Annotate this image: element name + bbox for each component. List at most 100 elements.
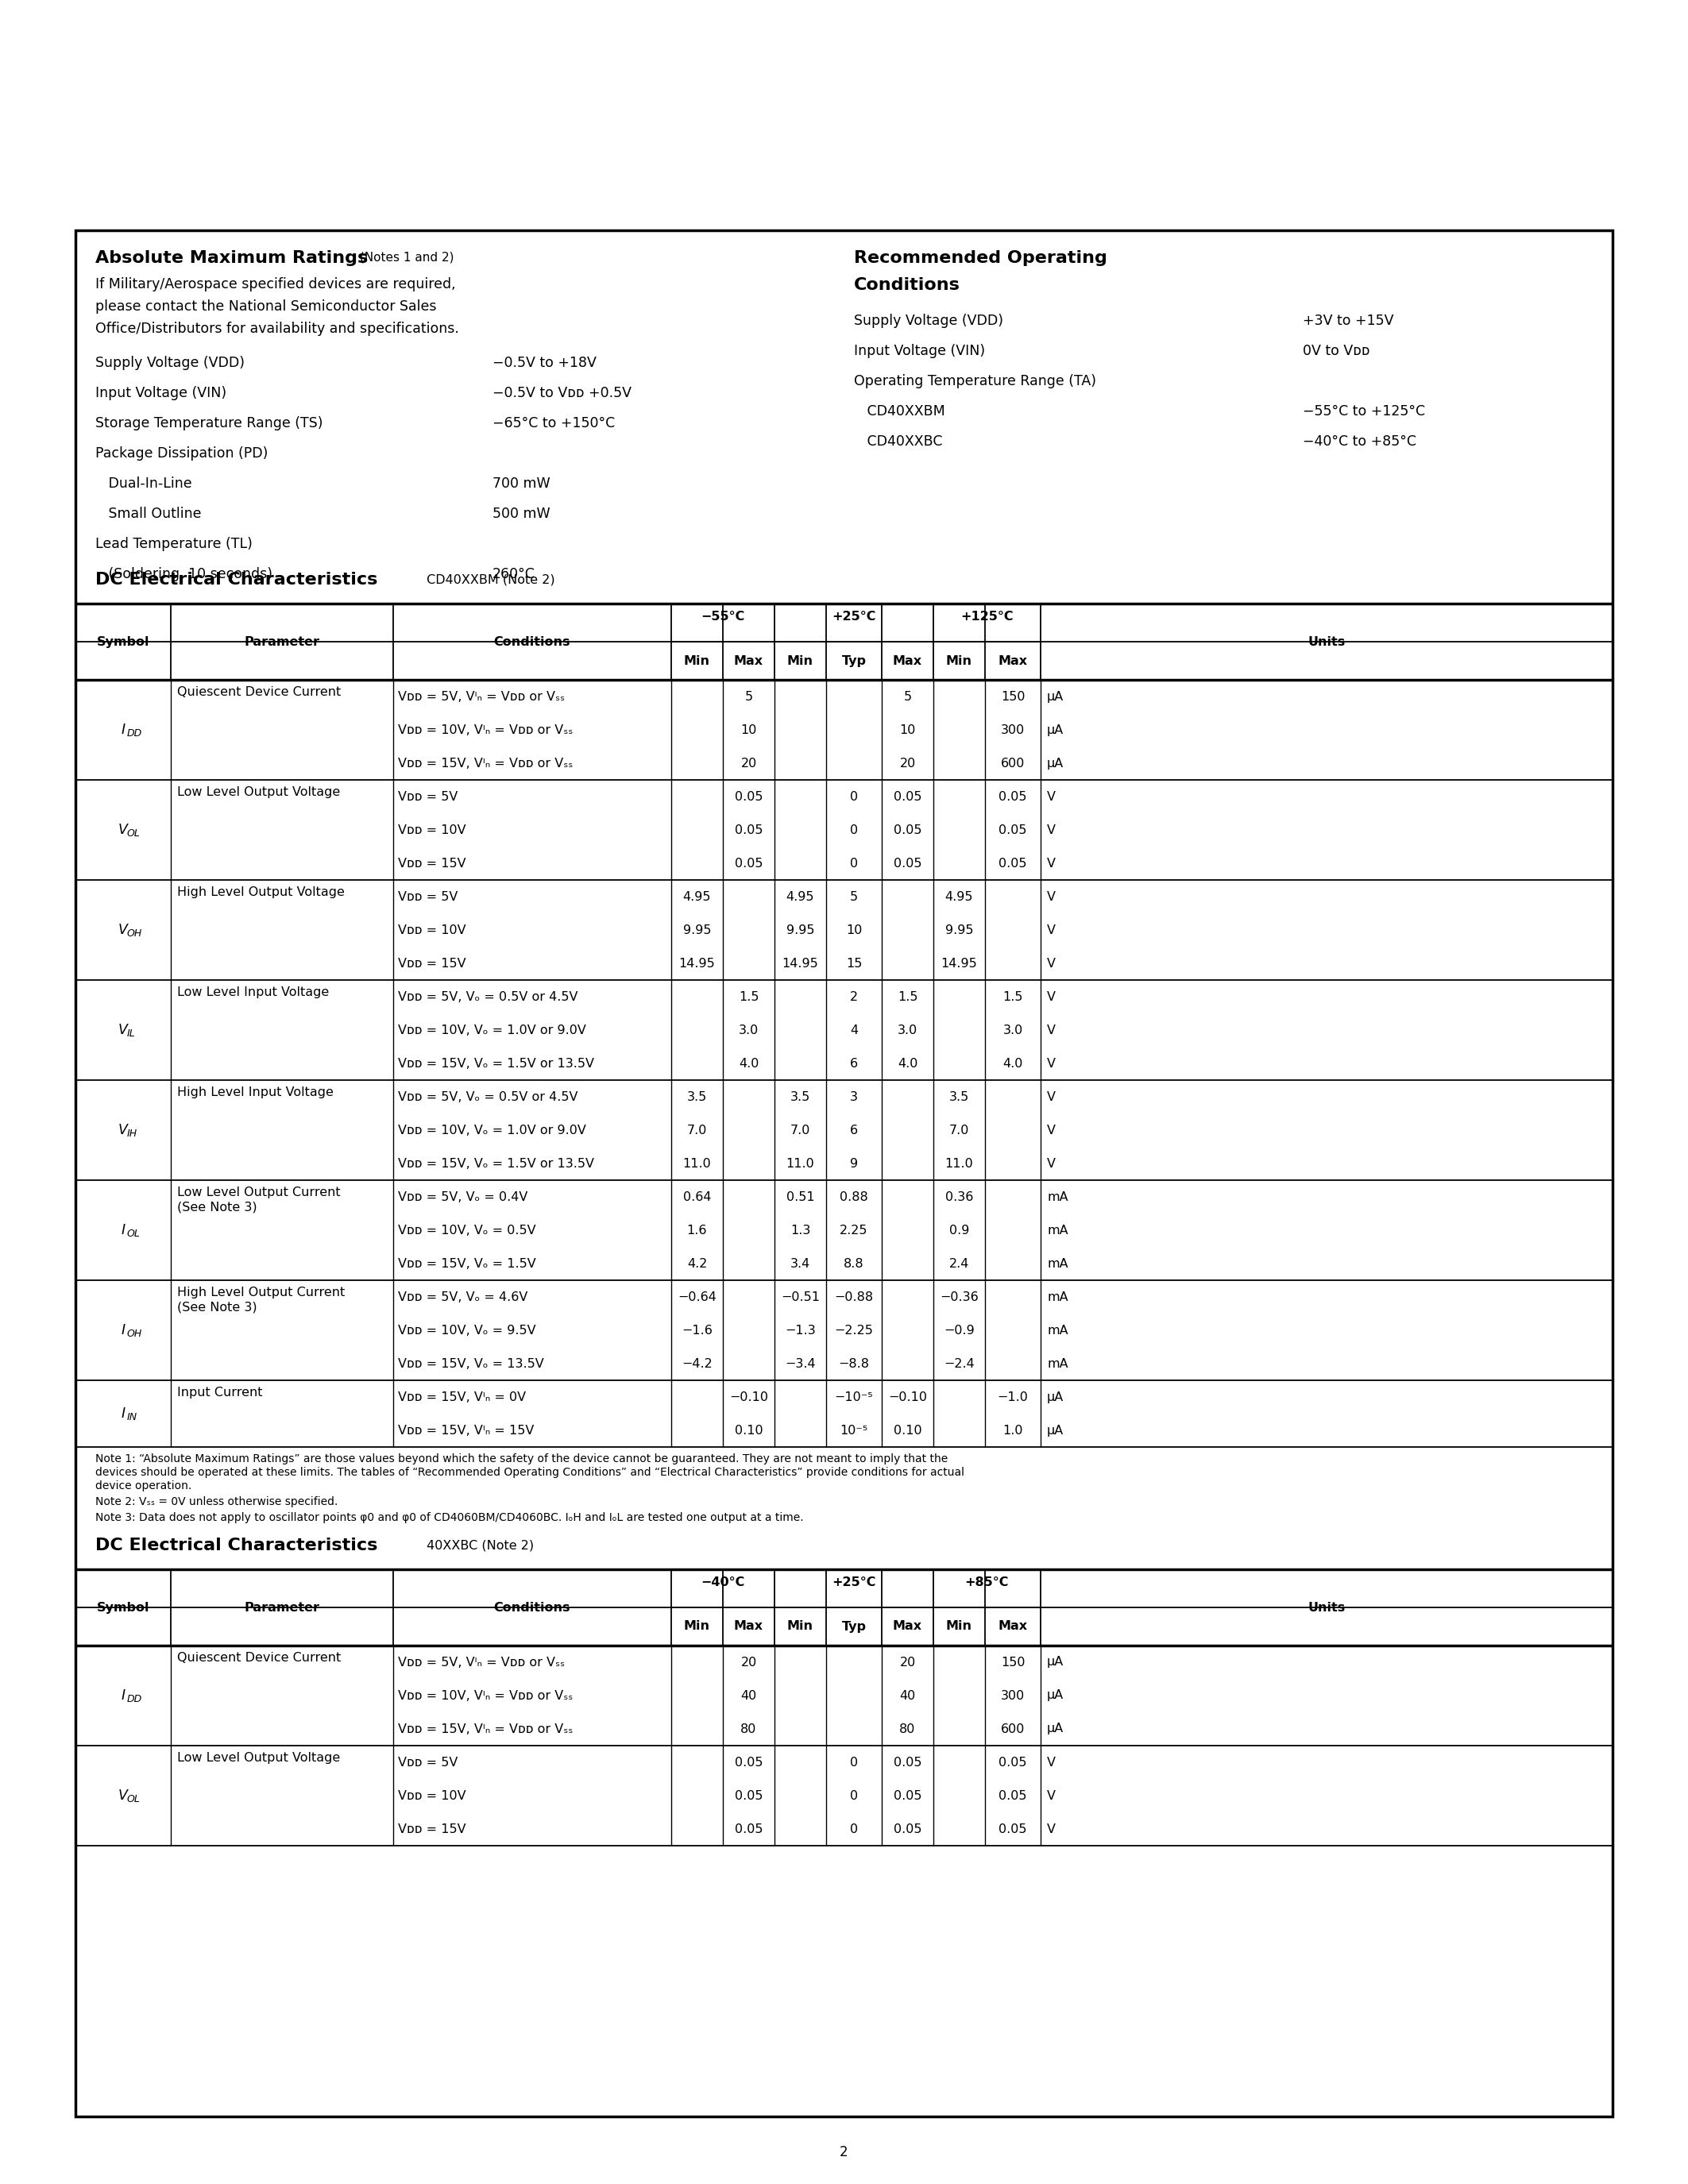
Text: (See Note 3): (See Note 3) bbox=[177, 1302, 257, 1313]
Text: I: I bbox=[122, 1406, 125, 1422]
Text: 300: 300 bbox=[1001, 1690, 1025, 1701]
Text: 10⁻⁵: 10⁻⁵ bbox=[841, 1424, 868, 1437]
Text: 4.2: 4.2 bbox=[687, 1258, 707, 1269]
Text: V: V bbox=[1047, 791, 1055, 802]
Text: 0.64: 0.64 bbox=[684, 1190, 711, 1203]
Text: Vᴅᴅ = 10V: Vᴅᴅ = 10V bbox=[398, 823, 466, 836]
Text: Typ: Typ bbox=[842, 1621, 866, 1631]
Text: mA: mA bbox=[1047, 1190, 1069, 1203]
Text: −55°C: −55°C bbox=[701, 609, 744, 622]
Text: +3V to +15V: +3V to +15V bbox=[1303, 314, 1394, 328]
Text: Vᴅᴅ = 10V, Vᴵₙ = Vᴅᴅ or Vₛₛ: Vᴅᴅ = 10V, Vᴵₙ = Vᴅᴅ or Vₛₛ bbox=[398, 723, 572, 736]
Text: 40: 40 bbox=[900, 1690, 915, 1701]
Text: 0.05: 0.05 bbox=[734, 823, 763, 836]
Text: Min: Min bbox=[945, 1621, 972, 1631]
Text: Vᴅᴅ = 5V, Vₒ = 0.5V or 4.5V: Vᴅᴅ = 5V, Vₒ = 0.5V or 4.5V bbox=[398, 992, 577, 1002]
Text: 0.05: 0.05 bbox=[734, 791, 763, 802]
Text: 4: 4 bbox=[851, 1024, 858, 1035]
Text: V: V bbox=[118, 1123, 128, 1138]
Text: 0.05: 0.05 bbox=[999, 1789, 1026, 1802]
Text: please contact the National Semiconductor Sales: please contact the National Semiconducto… bbox=[95, 299, 437, 314]
Text: +25°C: +25°C bbox=[832, 609, 876, 622]
Text: Vᴅᴅ = 15V, Vₒ = 1.5V or 13.5V: Vᴅᴅ = 15V, Vₒ = 1.5V or 13.5V bbox=[398, 1057, 594, 1070]
Text: 600: 600 bbox=[1001, 1723, 1025, 1734]
Text: V: V bbox=[1047, 1090, 1055, 1103]
Text: 0.05: 0.05 bbox=[893, 1824, 922, 1835]
Text: 6: 6 bbox=[851, 1057, 858, 1070]
Text: DD: DD bbox=[127, 727, 142, 738]
Text: 0.05: 0.05 bbox=[893, 1756, 922, 1769]
Text: Operating Temperature Range (TA): Operating Temperature Range (TA) bbox=[854, 373, 1096, 389]
Text: 700 mW: 700 mW bbox=[493, 476, 550, 491]
Text: 11.0: 11.0 bbox=[945, 1158, 974, 1168]
Text: Max: Max bbox=[893, 1621, 922, 1631]
Text: −0.5V to +18V: −0.5V to +18V bbox=[493, 356, 596, 369]
Text: 5: 5 bbox=[903, 690, 912, 703]
Text: 0.05: 0.05 bbox=[734, 1824, 763, 1835]
Text: Vᴅᴅ = 15V, Vᴵₙ = Vᴅᴅ or Vₛₛ: Vᴅᴅ = 15V, Vᴵₙ = Vᴅᴅ or Vₛₛ bbox=[398, 758, 572, 769]
Text: −55°C to +125°C: −55°C to +125°C bbox=[1303, 404, 1425, 419]
Text: V: V bbox=[1047, 891, 1055, 902]
Text: Storage Temperature Range (TS): Storage Temperature Range (TS) bbox=[95, 417, 322, 430]
Text: μA: μA bbox=[1047, 690, 1063, 703]
Text: DC Electrical Characteristics: DC Electrical Characteristics bbox=[95, 1538, 378, 1553]
Text: 0.05: 0.05 bbox=[893, 791, 922, 802]
Text: 4.95: 4.95 bbox=[945, 891, 974, 902]
Text: Vᴅᴅ = 5V, Vₒ = 4.6V: Vᴅᴅ = 5V, Vₒ = 4.6V bbox=[398, 1291, 528, 1304]
Text: Vᴅᴅ = 5V: Vᴅᴅ = 5V bbox=[398, 1756, 457, 1769]
Text: device operation.: device operation. bbox=[95, 1481, 192, 1492]
Text: IH: IH bbox=[127, 1129, 137, 1138]
Text: Min: Min bbox=[945, 655, 972, 666]
Text: Conditions: Conditions bbox=[495, 636, 571, 649]
Text: V: V bbox=[1047, 1789, 1055, 1802]
Text: μA: μA bbox=[1047, 1424, 1063, 1437]
Text: 4.95: 4.95 bbox=[787, 891, 814, 902]
Text: Vᴅᴅ = 15V, Vᴵₙ = 0V: Vᴅᴅ = 15V, Vᴵₙ = 0V bbox=[398, 1391, 527, 1402]
Text: 0V to Vᴅᴅ: 0V to Vᴅᴅ bbox=[1303, 343, 1371, 358]
Text: If Military/Aerospace specified devices are required,: If Military/Aerospace specified devices … bbox=[95, 277, 456, 290]
Text: 1.5: 1.5 bbox=[739, 992, 760, 1002]
Text: Input Voltage (VIN): Input Voltage (VIN) bbox=[95, 387, 226, 400]
Text: Units: Units bbox=[1308, 1601, 1345, 1614]
Text: 0.10: 0.10 bbox=[893, 1424, 922, 1437]
Text: devices should be operated at these limits. The tables of “Recommended Operating: devices should be operated at these limi… bbox=[95, 1468, 964, 1479]
Text: OL: OL bbox=[127, 828, 140, 839]
Text: High Level Input Voltage: High Level Input Voltage bbox=[177, 1085, 334, 1099]
Text: Min: Min bbox=[684, 655, 711, 666]
Text: Symbol: Symbol bbox=[96, 636, 150, 649]
Text: 0.05: 0.05 bbox=[893, 823, 922, 836]
Text: 4.0: 4.0 bbox=[1003, 1057, 1023, 1070]
Text: CD40XXBM: CD40XXBM bbox=[854, 404, 945, 419]
Text: −0.64: −0.64 bbox=[677, 1291, 716, 1304]
Text: Lead Temperature (TL): Lead Temperature (TL) bbox=[95, 537, 253, 550]
Bar bbox=[76, 229, 1612, 2116]
Text: Min: Min bbox=[787, 1621, 814, 1631]
Text: −8.8: −8.8 bbox=[839, 1358, 869, 1369]
Text: Vᴅᴅ = 15V: Vᴅᴅ = 15V bbox=[398, 957, 466, 970]
Text: Vᴅᴅ = 5V: Vᴅᴅ = 5V bbox=[398, 791, 457, 802]
Text: +125°C: +125°C bbox=[960, 609, 1013, 622]
Text: 0.05: 0.05 bbox=[999, 823, 1026, 836]
Text: −0.9: −0.9 bbox=[944, 1324, 974, 1337]
Text: 0.10: 0.10 bbox=[734, 1424, 763, 1437]
Text: Vᴅᴅ = 5V: Vᴅᴅ = 5V bbox=[398, 891, 457, 902]
Text: Conditions: Conditions bbox=[495, 1601, 571, 1614]
Text: Vᴅᴅ = 15V, Vₒ = 1.5V: Vᴅᴅ = 15V, Vₒ = 1.5V bbox=[398, 1258, 537, 1269]
Text: I: I bbox=[122, 1688, 125, 1704]
Text: 150: 150 bbox=[1001, 690, 1025, 703]
Text: Vᴅᴅ = 15V: Vᴅᴅ = 15V bbox=[398, 858, 466, 869]
Text: 3.4: 3.4 bbox=[790, 1258, 810, 1269]
Text: Symbol: Symbol bbox=[96, 1601, 150, 1614]
Text: V: V bbox=[1047, 924, 1055, 937]
Text: −40°C: −40°C bbox=[701, 1577, 744, 1588]
Text: 14.95: 14.95 bbox=[940, 957, 977, 970]
Text: 1.5: 1.5 bbox=[1003, 992, 1023, 1002]
Text: Low Level Output Current: Low Level Output Current bbox=[177, 1186, 341, 1199]
Text: 7.0: 7.0 bbox=[687, 1125, 707, 1136]
Text: IL: IL bbox=[127, 1029, 135, 1040]
Text: mA: mA bbox=[1047, 1225, 1069, 1236]
Text: mA: mA bbox=[1047, 1324, 1069, 1337]
Text: 0.05: 0.05 bbox=[893, 858, 922, 869]
Text: Parameter: Parameter bbox=[245, 636, 319, 649]
Text: I: I bbox=[122, 1223, 125, 1238]
